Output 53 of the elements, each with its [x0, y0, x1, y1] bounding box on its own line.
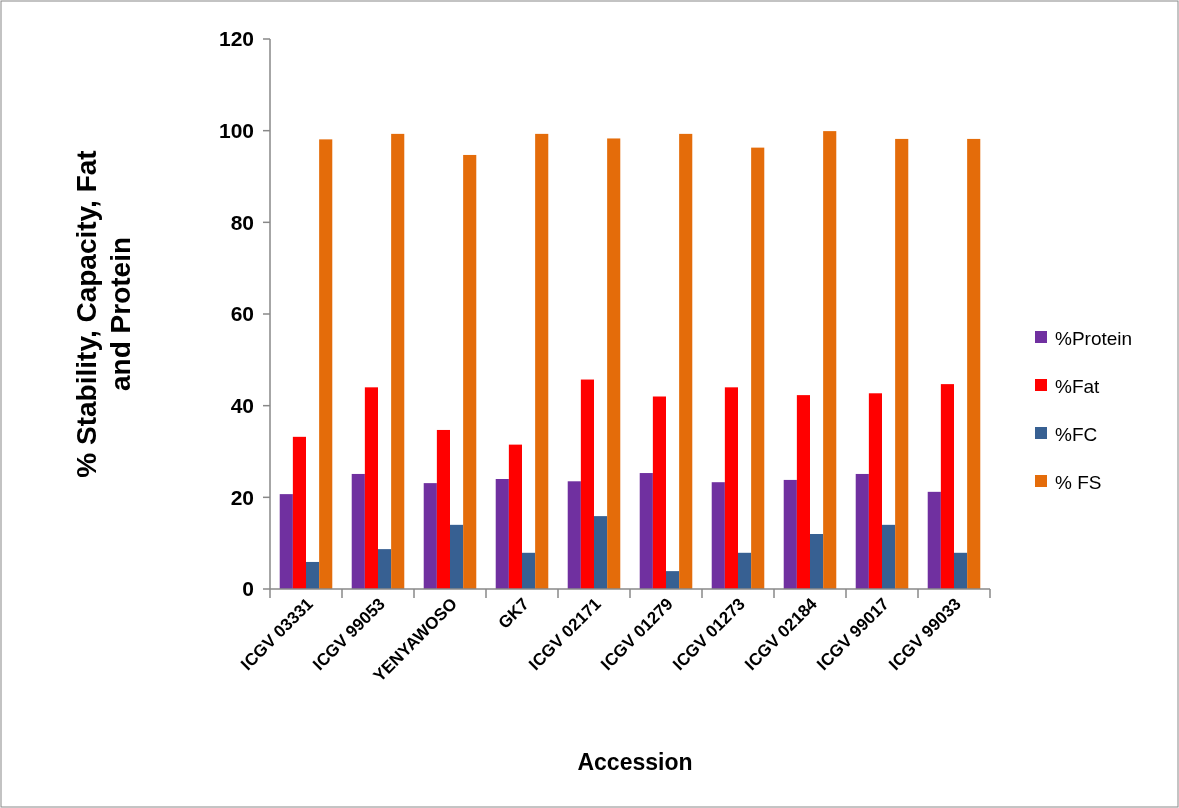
- bar: [711, 482, 725, 589]
- bar: [351, 473, 365, 589]
- bar: [292, 436, 306, 589]
- bar: [423, 483, 437, 589]
- bar: [364, 387, 378, 589]
- legend-label: %Protein: [1055, 327, 1133, 349]
- bar: [823, 131, 837, 589]
- bar: [319, 139, 333, 589]
- bar: [967, 138, 981, 589]
- bar: [868, 393, 882, 589]
- bar: [796, 395, 810, 589]
- y-tick-label: 120: [218, 27, 254, 51]
- bar: [306, 561, 320, 589]
- bar: [652, 396, 666, 589]
- bar: [535, 133, 549, 589]
- y-axis-title: % Stability, Capacity, Fat and Protein: [71, 150, 136, 478]
- bar: [567, 481, 581, 589]
- bar: [679, 133, 693, 589]
- bar: [855, 473, 869, 589]
- bar: [810, 534, 824, 589]
- bar: [607, 138, 621, 589]
- bar: [594, 516, 608, 589]
- legend-label: %Fat: [1055, 375, 1101, 397]
- bar: [580, 379, 594, 589]
- legend-label: % FS: [1055, 471, 1102, 493]
- bar: [927, 491, 941, 589]
- bar: [724, 387, 738, 589]
- bar: [450, 524, 464, 589]
- bar: [639, 473, 653, 589]
- y-tick-label: 100: [218, 119, 254, 143]
- bar: [666, 571, 680, 589]
- y-tick-label: 0: [242, 577, 254, 601]
- bar: [378, 549, 392, 589]
- bar: [495, 479, 509, 589]
- bar: [940, 384, 954, 589]
- bar: [751, 147, 765, 589]
- y-tick-label: 20: [230, 485, 254, 509]
- bar: [882, 524, 896, 589]
- bar: [895, 138, 909, 589]
- legend-label: %FC: [1055, 423, 1098, 445]
- bar: [783, 479, 797, 589]
- bar: [508, 444, 522, 589]
- y-tick-label: 80: [230, 210, 254, 234]
- bar: [391, 133, 405, 589]
- bar: [279, 494, 293, 589]
- bar: [463, 154, 477, 589]
- y-tick-label: 60: [230, 302, 254, 326]
- y-tick-label: 40: [230, 394, 254, 418]
- bar: [522, 552, 536, 589]
- bar: [954, 552, 968, 589]
- bar: [436, 429, 450, 589]
- x-axis-title: Accession: [577, 749, 693, 775]
- bar: [738, 552, 752, 589]
